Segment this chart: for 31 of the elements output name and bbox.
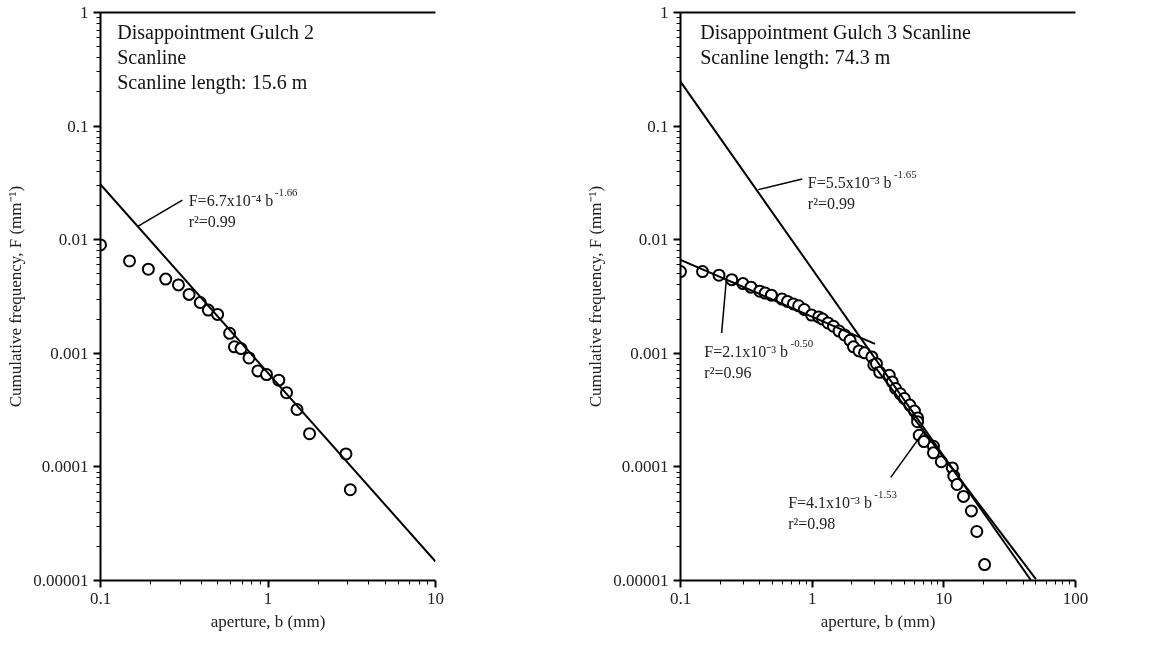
y-tick-label: 0.1 <box>67 116 89 136</box>
y-tick-label: 0.0001 <box>41 457 89 477</box>
x-tick-label: 1 <box>263 588 273 608</box>
y-tick-label: 0.0001 <box>621 457 669 477</box>
x-tick-label: 0.1 <box>89 588 112 608</box>
x-axis-title: aperture, b (mm) <box>820 611 936 631</box>
y-tick-label: 0.1 <box>647 116 669 136</box>
annotation: r²=0.96 <box>704 363 752 381</box>
y-tick-label: 0.00001 <box>613 571 669 590</box>
text: Scanline length: 74.3 m <box>700 46 891 70</box>
annotation: r²=0.98 <box>788 514 836 532</box>
x-axis-title: aperture, b (mm) <box>210 611 326 631</box>
y-axis-title: Cumulative frequency, F (mm⁻¹) <box>586 185 606 408</box>
y-tick-label: 0.001 <box>50 343 89 363</box>
annotation: r²=0.99 <box>807 194 855 212</box>
x-tick-label: 1 <box>807 588 817 608</box>
text: Scanline length: 15.6 m <box>117 71 308 95</box>
x-tick-label: 100 <box>1062 588 1089 608</box>
y-tick-label: 1 <box>80 3 89 22</box>
y-tick-label: 0.001 <box>630 343 669 363</box>
y-tick-label: 0.00001 <box>33 571 89 590</box>
y-tick-label: 0.01 <box>58 230 89 250</box>
chart-title: Disappointment Gulch 3 Scanline <box>700 21 971 45</box>
y-tick-label: 0.01 <box>638 230 669 250</box>
y-axis-title: Cumulative frequency, F (mm⁻¹) <box>6 185 26 408</box>
x-tick-label: 0.1 <box>669 588 692 608</box>
x-tick-label: 10 <box>935 588 953 608</box>
annotation: r²=0.99 <box>188 213 236 231</box>
y-tick-label: 1 <box>660 3 669 22</box>
text: Disappointment Gulch 2 Scanline <box>117 21 314 69</box>
x-tick-label: 10 <box>427 588 444 608</box>
